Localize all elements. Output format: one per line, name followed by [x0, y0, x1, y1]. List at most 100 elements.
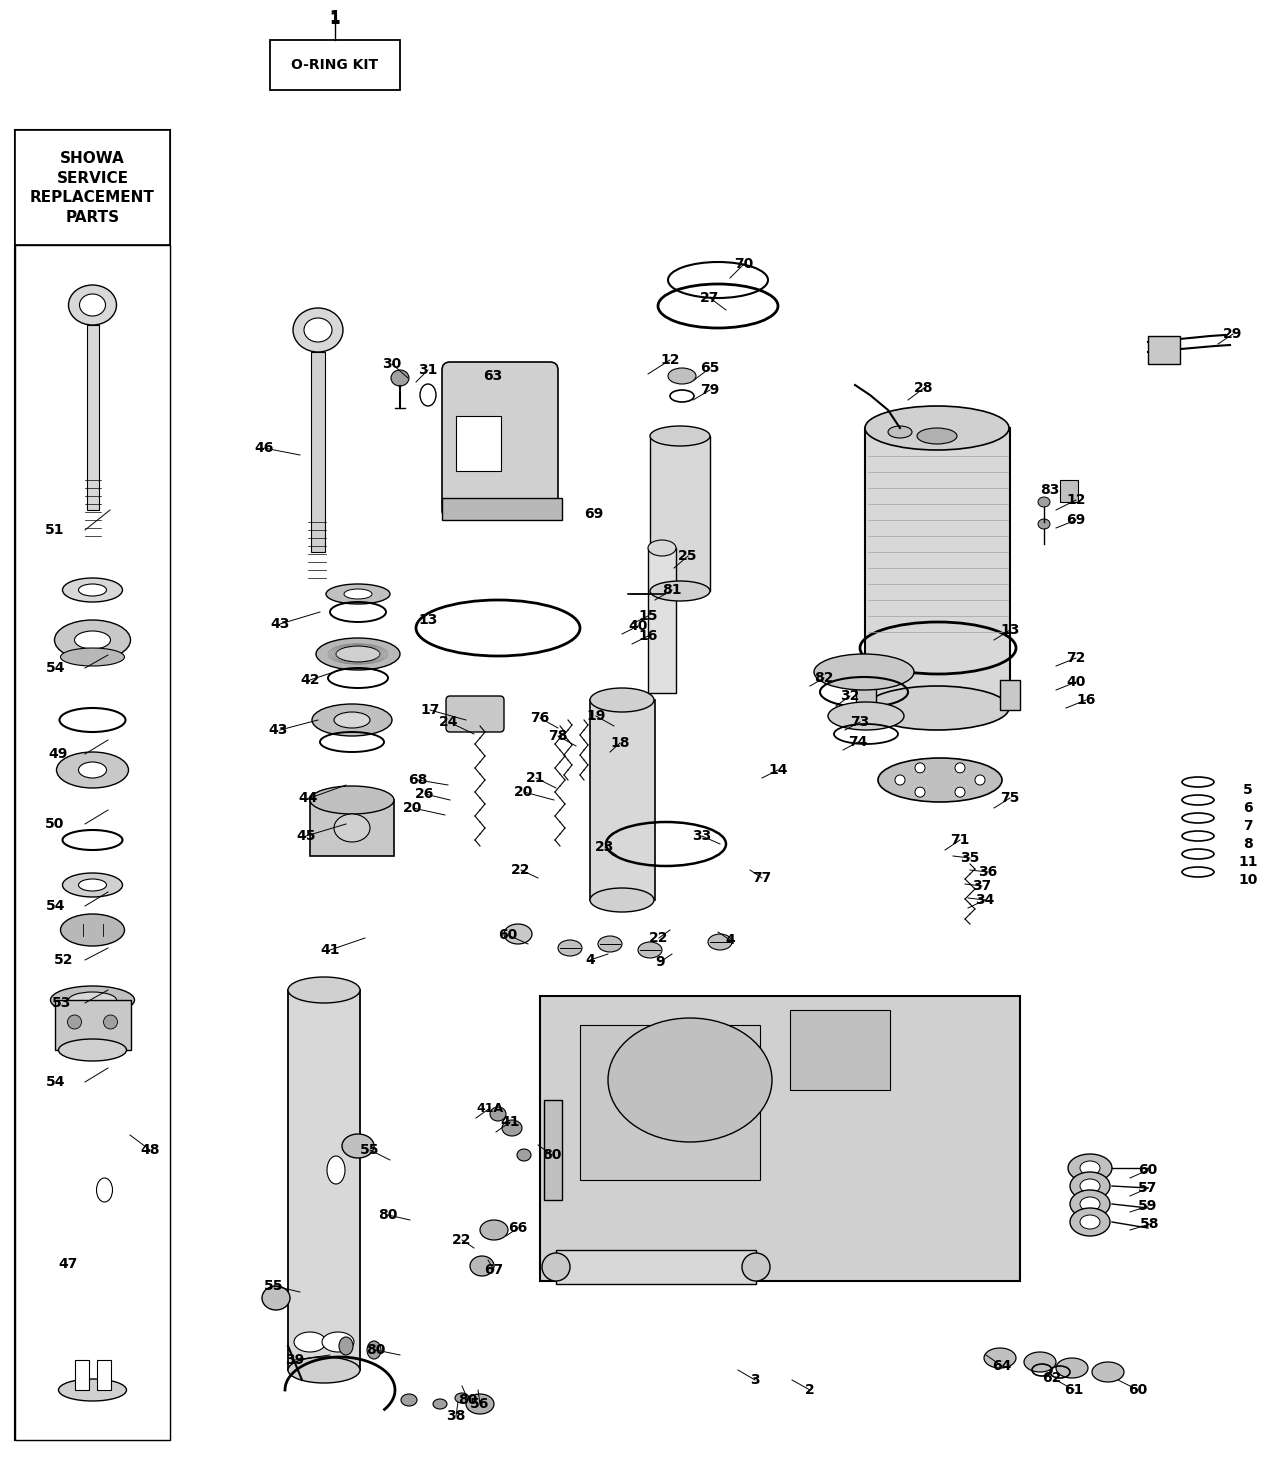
Text: 27: 27 — [700, 291, 719, 305]
Ellipse shape — [742, 1253, 771, 1281]
Ellipse shape — [1070, 1208, 1110, 1236]
Text: 38: 38 — [447, 1409, 466, 1423]
Text: 22: 22 — [452, 1233, 472, 1247]
Ellipse shape — [1080, 1161, 1100, 1174]
Ellipse shape — [68, 1015, 82, 1029]
Ellipse shape — [895, 775, 905, 785]
Bar — [59, 1050, 127, 1390]
Bar — [15, 246, 170, 1441]
Text: 71: 71 — [950, 833, 970, 847]
Ellipse shape — [955, 787, 965, 797]
Text: 63: 63 — [484, 368, 503, 383]
Ellipse shape — [262, 1287, 291, 1310]
Ellipse shape — [590, 688, 654, 711]
Bar — [856, 680, 876, 710]
Ellipse shape — [104, 1015, 118, 1029]
Text: 76: 76 — [530, 711, 549, 725]
Ellipse shape — [305, 318, 332, 342]
Text: 36: 36 — [978, 865, 997, 879]
Text: 16: 16 — [639, 629, 658, 643]
Bar — [288, 989, 360, 1370]
Text: 54: 54 — [46, 1075, 65, 1089]
Ellipse shape — [1070, 1171, 1110, 1199]
Text: 40: 40 — [1066, 674, 1085, 689]
Text: 83: 83 — [1041, 484, 1060, 497]
Text: 59: 59 — [1138, 1199, 1157, 1213]
Text: 73: 73 — [850, 714, 869, 729]
Text: 41A: 41A — [476, 1102, 503, 1115]
Text: 54: 54 — [46, 899, 65, 913]
Text: 52: 52 — [54, 952, 74, 967]
Bar — [544, 1100, 562, 1199]
Text: 57: 57 — [1138, 1182, 1157, 1195]
Bar — [650, 436, 710, 592]
Text: 45: 45 — [296, 830, 316, 843]
Text: 13: 13 — [1000, 623, 1020, 637]
Bar — [87, 325, 99, 510]
Ellipse shape — [504, 924, 532, 944]
Ellipse shape — [69, 285, 116, 325]
Bar — [1060, 481, 1078, 501]
Ellipse shape — [96, 1177, 113, 1202]
Text: 60: 60 — [1129, 1383, 1148, 1398]
Text: 28: 28 — [914, 382, 933, 395]
Text: 24: 24 — [439, 714, 458, 729]
Text: 26: 26 — [415, 787, 435, 802]
Ellipse shape — [915, 763, 925, 774]
Text: 51: 51 — [45, 524, 65, 537]
Text: 4: 4 — [585, 952, 595, 967]
Text: 66: 66 — [508, 1222, 527, 1235]
Text: 22: 22 — [511, 864, 531, 877]
Text: 80: 80 — [458, 1393, 477, 1407]
Text: 80: 80 — [379, 1208, 398, 1222]
Text: 21: 21 — [526, 771, 545, 785]
Ellipse shape — [480, 1220, 508, 1239]
Text: 20: 20 — [403, 802, 422, 815]
Ellipse shape — [339, 1337, 353, 1355]
Bar — [310, 800, 394, 856]
Bar — [540, 995, 1020, 1281]
Ellipse shape — [63, 578, 123, 602]
Text: 10: 10 — [1238, 873, 1258, 887]
Text: 67: 67 — [484, 1263, 503, 1276]
Text: 5: 5 — [1243, 782, 1253, 797]
Bar — [1148, 336, 1180, 364]
Text: 78: 78 — [548, 729, 568, 742]
Ellipse shape — [1092, 1362, 1124, 1381]
Bar — [456, 416, 500, 470]
Text: 48: 48 — [141, 1143, 160, 1157]
Text: 41: 41 — [500, 1115, 520, 1128]
Ellipse shape — [390, 370, 410, 386]
Ellipse shape — [79, 294, 105, 317]
Text: 54: 54 — [46, 661, 65, 674]
Ellipse shape — [648, 540, 676, 556]
Text: 80: 80 — [543, 1148, 562, 1162]
Ellipse shape — [74, 632, 110, 649]
Text: 55: 55 — [264, 1279, 284, 1293]
Text: 34: 34 — [975, 893, 995, 907]
Bar — [74, 1361, 88, 1390]
Ellipse shape — [59, 1378, 127, 1401]
Ellipse shape — [1070, 1191, 1110, 1219]
Ellipse shape — [78, 879, 106, 890]
Bar — [580, 1025, 760, 1180]
Ellipse shape — [668, 368, 696, 385]
Ellipse shape — [878, 759, 1002, 802]
Ellipse shape — [637, 942, 662, 958]
Bar — [15, 130, 170, 1441]
Text: 43: 43 — [269, 723, 288, 737]
Ellipse shape — [56, 751, 128, 788]
Text: 69: 69 — [1066, 513, 1085, 527]
Text: 18: 18 — [611, 737, 630, 750]
Ellipse shape — [55, 620, 131, 660]
FancyBboxPatch shape — [442, 362, 558, 518]
Ellipse shape — [470, 1256, 494, 1276]
Ellipse shape — [490, 1106, 506, 1121]
Ellipse shape — [888, 426, 911, 438]
Text: 12: 12 — [660, 353, 680, 367]
Ellipse shape — [59, 1040, 127, 1060]
Ellipse shape — [598, 936, 622, 952]
Text: 41: 41 — [320, 944, 339, 957]
Text: 79: 79 — [700, 383, 719, 396]
Text: 16: 16 — [1076, 694, 1096, 707]
